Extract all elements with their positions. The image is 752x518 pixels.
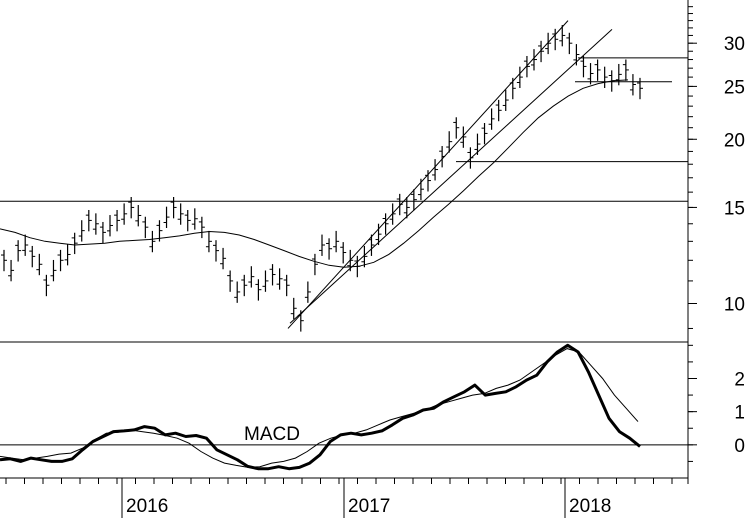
price-panel: 10 15 20 25 30	[0, 6, 745, 332]
trend-channel-line	[289, 29, 613, 324]
macd-panel: 0 1 2 MACD	[0, 343, 745, 471]
macd-tick-label: 2	[734, 369, 745, 390]
macd-tick-label: 0	[734, 436, 745, 457]
x-year-label: 2017	[348, 496, 390, 517]
macd-annotation: MACD	[244, 424, 300, 445]
x-year-label: 2016	[126, 496, 168, 517]
price-tick-label: 15	[724, 198, 745, 219]
x-year-label: 2018	[569, 496, 611, 517]
price-tick-label: 25	[724, 77, 745, 98]
moving-average-line	[0, 79, 629, 268]
x-axis: 2016 2017 2018	[5, 478, 673, 518]
price-tick-label: 30	[724, 34, 745, 55]
price-tick-label: 20	[724, 130, 745, 151]
macd-signal-line	[0, 348, 639, 468]
macd-line	[0, 343, 641, 471]
price-tick-label: 10	[724, 294, 745, 315]
macd-tick-label: 1	[734, 403, 745, 424]
